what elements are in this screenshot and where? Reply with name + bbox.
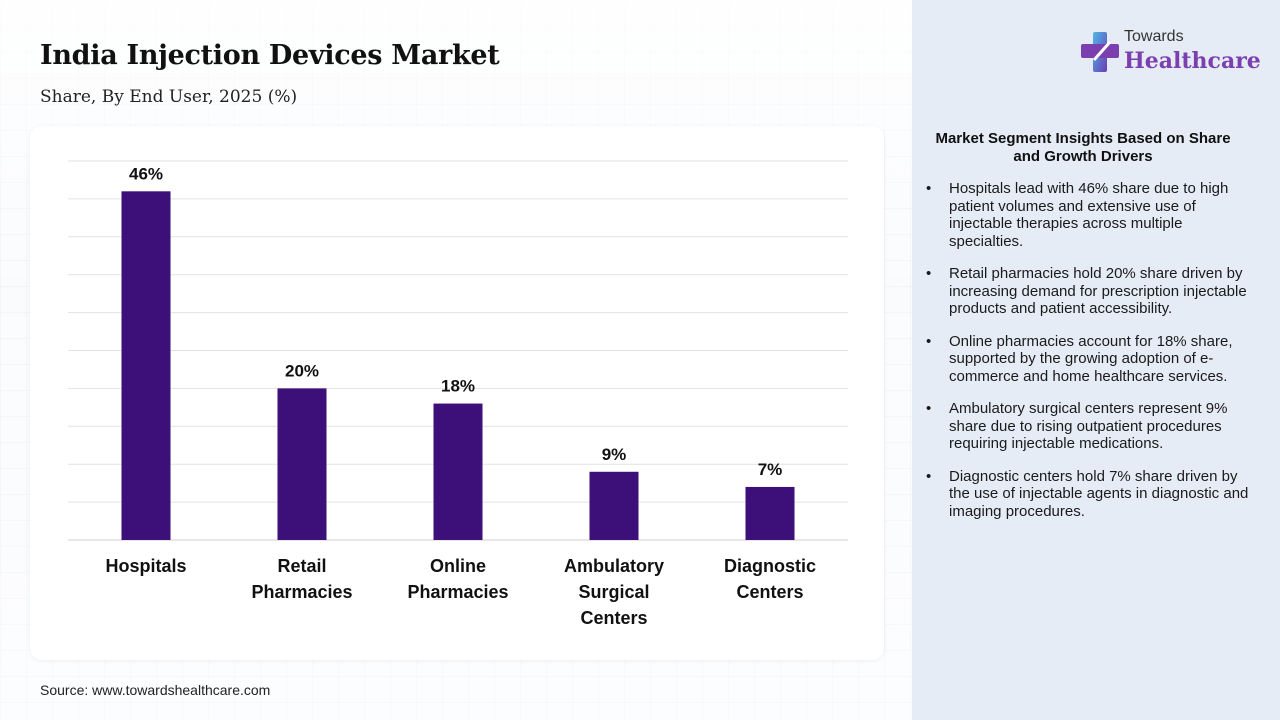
- bar: [589, 471, 639, 540]
- logo-line-healthcare: Healthcare: [1124, 48, 1261, 74]
- insight-item: • Online pharmacies account for 18% share…: [924, 333, 1254, 386]
- page-subtitle: Share, By End User, 2025 (%): [40, 87, 298, 107]
- insight-text: Hospitals lead with 46% share due to hig…: [949, 180, 1229, 250]
- category-label: Pharmacies: [251, 582, 352, 602]
- insight-text: Online pharmacies account for 18% share,…: [949, 332, 1233, 385]
- data-label: 46%: [129, 164, 163, 183]
- category-label: Pharmacies: [407, 582, 508, 602]
- category-label: Hospitals: [105, 556, 186, 576]
- insights-title: Market Segment Insights Based on Share a…: [935, 130, 1231, 165]
- bullet-icon: •: [926, 400, 932, 417]
- bullet-icon: •: [926, 332, 932, 350]
- insight-item: • Diagnostic centers hold 7% share driven…: [924, 468, 1254, 521]
- category-label: Diagnostic: [724, 556, 816, 576]
- bullet-icon: •: [926, 265, 932, 282]
- category-label: Centers: [580, 608, 647, 628]
- insight-text: Retail pharmacies hold 20% share driven …: [949, 265, 1247, 317]
- chart-card: 46% Hospitals 20% Retail Pharmacies 18% Online…: [30, 126, 884, 660]
- insight-item: • Hospitals lead with 46% share due to hi…: [924, 180, 1254, 250]
- data-label: 7%: [758, 460, 783, 479]
- category-label: Retail: [277, 556, 326, 576]
- data-label: 9%: [602, 445, 627, 464]
- logo-line-towards: Towards: [1124, 28, 1184, 45]
- insight-text: Ambulatory surgical centers represent 9%…: [949, 400, 1228, 452]
- insight-item: • Retail pharmacies hold 20% share driven…: [924, 265, 1254, 318]
- bar: [121, 191, 171, 540]
- insights-panel: [912, 0, 1280, 720]
- towards-healthcare-logo[interactable]: Towards Healthcare: [1080, 28, 1261, 78]
- bullet-icon: •: [926, 467, 932, 485]
- page-title: India Injection Devices Market: [40, 40, 500, 71]
- category-label: Online: [430, 556, 486, 576]
- bullet-icon: •: [926, 180, 932, 197]
- medical-cross-icon: [1081, 32, 1119, 72]
- bar: [433, 403, 483, 540]
- category-label: Surgical: [578, 582, 649, 602]
- bar: [745, 486, 795, 540]
- data-label: 18%: [441, 377, 475, 396]
- category-label: Centers: [736, 582, 803, 602]
- bar: [277, 388, 327, 540]
- source-note: Source: www.towardshealthcare.com: [40, 682, 271, 698]
- bar-chart: 46% Hospitals 20% Retail Pharmacies 18% Online…: [68, 160, 848, 628]
- insight-text: Diagnostic centers hold 7% share driven …: [949, 467, 1249, 520]
- insights-list: • Hospitals lead with 46% share due to hi…: [924, 180, 1254, 535]
- category-label: Ambulatory: [564, 556, 664, 576]
- data-label: 20%: [285, 361, 319, 380]
- insight-item: • Ambulatory surgical centers represent 9…: [924, 400, 1254, 453]
